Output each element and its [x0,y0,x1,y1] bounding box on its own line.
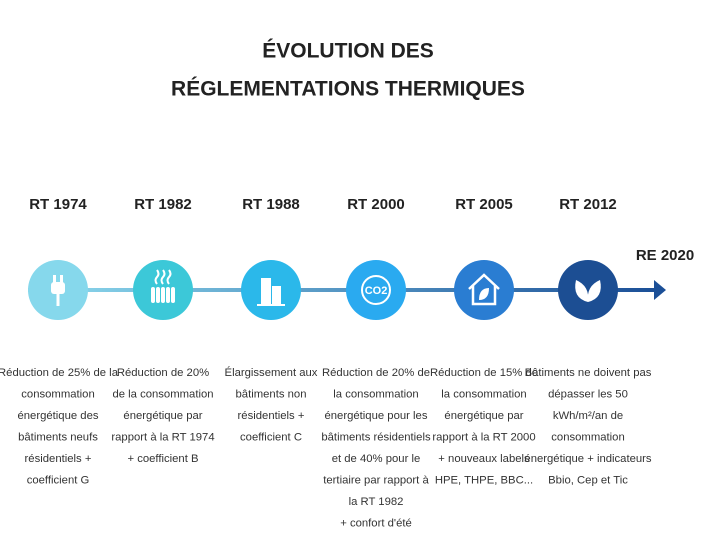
icon-shape [51,282,65,294]
icon-shape [166,287,170,303]
item-description: rapport à la RT 2000 [432,431,535,443]
icon-shape [160,269,166,285]
item-description: la consommation [333,388,418,400]
icon-shape [161,287,165,303]
item-description: énergétique + indicateurs [524,453,652,465]
icon-shape [587,280,601,302]
item-description: Réduction de 25% de la [0,367,119,379]
item-description: Bâtiments ne doivent pas [525,367,652,379]
item-label: RT 1974 [29,196,87,213]
timeline-line [28,288,656,292]
item-label: RT 2000 [347,196,405,213]
item-description: de la consommation [112,388,213,400]
item-description: dépasser les 50 [548,388,628,400]
item-description: coefficient G [27,474,90,486]
item-description: rapport à la RT 1974 [111,431,214,443]
timeline-item: RT 2005 Réduction de 15% de la consommatio… [430,196,538,487]
item-description: + confort d'été [340,517,412,529]
icon-shape [257,304,285,306]
icon-shape [272,286,281,304]
item-label: RT 1988 [242,196,300,213]
icon-shape [154,269,160,285]
icon-text: CO2 [365,285,388,297]
item-description: coefficient C [240,431,302,443]
icon-shape [468,273,500,306]
item-description: bâtiments non [236,388,307,400]
item-description: + nouveaux labels [438,453,530,465]
item-description: consommation [21,388,94,400]
item-label: RT 2005 [455,196,513,213]
end-label: RE 2020 [636,247,694,264]
item-description: la consommation [441,388,526,400]
item-description: Élargissement aux [225,366,318,379]
item-description: et de 40% pour le [332,453,421,465]
title-line: ÉVOLUTION DES [262,40,434,63]
timeline-item: RT 1982 Réduction de 20% de la consommatio… [111,196,214,465]
item-description: énergétique pour les [324,410,427,422]
item-description: tertiaire par rapport à [323,474,429,486]
item-description: bâtiments résidentiels [321,431,431,443]
item-description: Bbio, Cep et Tic [548,474,628,486]
item-description: Réduction de 20% de [322,367,430,379]
item-circle [346,260,406,320]
item-description: résidentiels + [25,453,92,465]
icon-shape [151,287,155,303]
icon-shape [575,280,589,302]
item-description: consommation [551,431,624,443]
icon-shape [53,275,56,283]
item-description: la RT 1982 [349,496,404,508]
item-label: RT 1982 [134,196,192,213]
item-description: Réduction de 20% [117,367,209,379]
icon-shape [56,294,60,306]
timeline-item: RT 2012 Bâtiments ne doivent pas dépasser … [524,196,652,487]
item-description: énergétique des [17,410,98,422]
item-circle [558,260,618,320]
icon-shape [171,287,175,303]
item-description: HPE, THPE, BBC... [435,474,533,486]
item-label: RT 2012 [559,196,617,213]
item-description: énergétique par [123,410,202,422]
timeline-arrow [654,280,666,300]
item-description: bâtiments neufs [18,431,98,443]
timeline-item: RT 1988 Élargissement aux bâtiments non rés… [225,196,318,444]
icon-shape [479,288,489,300]
item-description: Réduction de 15% de [430,367,538,379]
item-description: résidentiels + [238,410,305,422]
icon-shape [60,275,63,283]
icon-shape [361,275,391,305]
icon-shape [166,269,172,285]
item-description: énergétique par [444,410,523,422]
timeline-items: RT 1974 Réduction de 25% de la consommatio… [0,196,652,530]
item-description: + coefficient B [127,453,198,465]
icon-shape [156,287,160,303]
icon-shape [261,278,271,304]
title-line: RÉGLEMENTATIONS THERMIQUES [171,78,525,101]
item-description: kWh/m²/an de [553,410,623,422]
timeline-item: RT 1974 Réduction de 25% de la consommatio… [0,196,119,487]
timeline-item: RT 2000 CO2 Réduction de 20% de la consomma… [321,196,431,530]
